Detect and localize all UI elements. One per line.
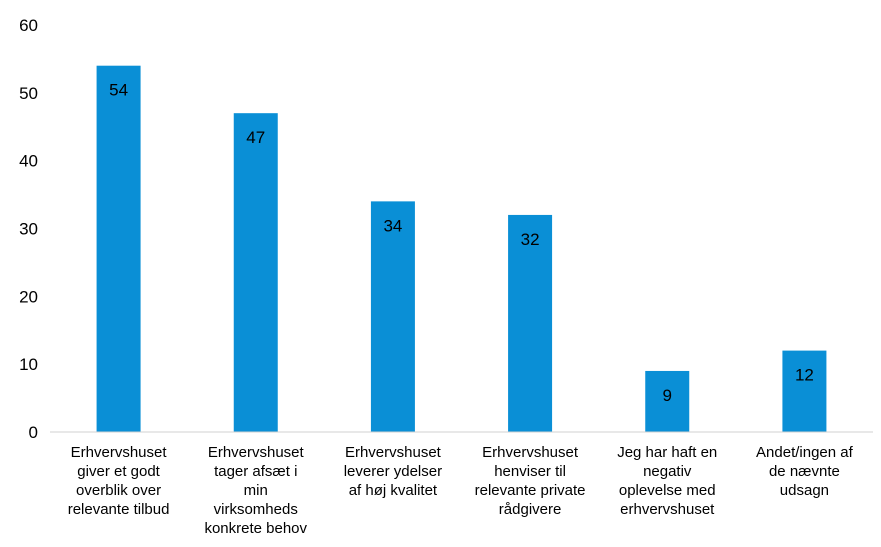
data-label: 9 — [663, 386, 672, 405]
y-tick-label: 60 — [19, 16, 38, 35]
data-label: 34 — [383, 216, 402, 235]
y-tick-label: 10 — [19, 355, 38, 374]
y-tick-label: 0 — [29, 423, 38, 442]
data-labels: 54 47 34 32 9 12 — [109, 81, 814, 405]
y-tick-label: 30 — [19, 220, 38, 239]
data-label: 54 — [109, 81, 128, 100]
category-label: Jeg har haft en negativ oplevelse med erhve… — [617, 444, 717, 518]
category-label: Erhvervshuset tager afsæt i min virksomheds… — [204, 444, 307, 537]
bar — [645, 370, 690, 432]
bar — [233, 113, 278, 432]
bar — [508, 214, 553, 432]
data-label: 32 — [521, 230, 540, 249]
data-label: 12 — [795, 366, 814, 385]
category-label: Erhvervshuset leverer ydelser af høj kvali… — [344, 444, 442, 499]
category-label: Andet/ingen af de nævnte udsagn — [756, 444, 854, 499]
category-label: Erhvervshuset giver et godt overblik over r… — [68, 444, 170, 518]
category-labels: Erhvervshuset giver et godt overblik over r… — [68, 444, 854, 537]
y-tick-label: 40 — [19, 152, 38, 171]
y-tick-label: 20 — [19, 287, 38, 306]
y-tick-label: 50 — [19, 84, 38, 103]
data-label: 47 — [246, 128, 265, 147]
bar — [370, 201, 415, 432]
bars — [96, 65, 827, 432]
category-label: Erhvervshuset henviser til relevante priva… — [475, 444, 586, 518]
bar — [782, 350, 827, 432]
y-axis-ticks: 0 10 20 30 40 50 60 — [19, 16, 38, 442]
bar — [96, 65, 141, 432]
